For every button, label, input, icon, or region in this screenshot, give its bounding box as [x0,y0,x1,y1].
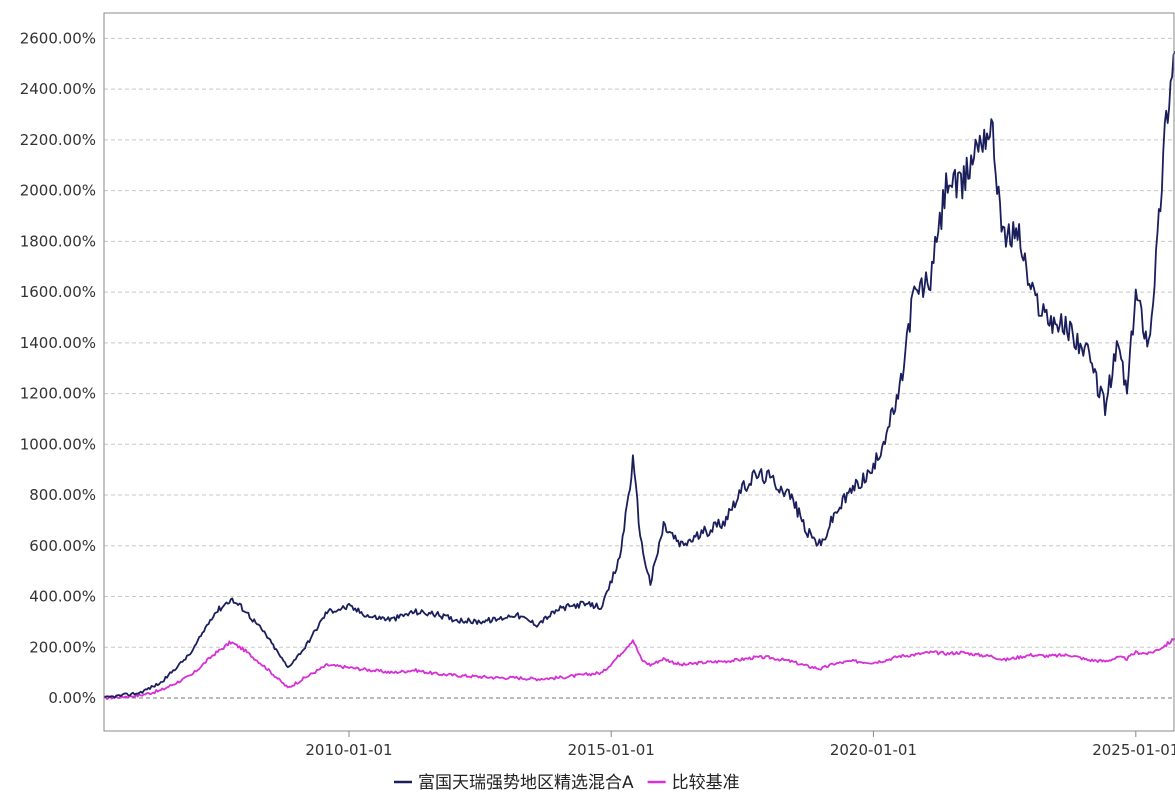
x-tick-label: 2025-01-01 [1092,741,1175,759]
y-tick-label: 1800.00% [20,232,96,250]
x-axis: 2010-01-01 2015-01-01 2020-01-01 2025-01-01 [305,731,1175,759]
series-lines [103,50,1175,700]
y-tick-label: 1000.00% [20,435,96,453]
plot-frame [103,12,1175,732]
y-tick-label: 200.00% [29,638,96,656]
y-tick-label: 0.00% [48,689,96,707]
y-tick-label: 1400.00% [20,334,96,352]
series-line [103,637,1175,700]
x-tick-label: 2015-01-01 [568,741,655,759]
y-tick-label: 1600.00% [20,283,96,301]
y-tick-label: 800.00% [29,486,96,504]
y-tick-label: 2400.00% [20,80,96,98]
legend-label: 富国天瑞强势地区精选混合A [418,773,634,793]
legend-label: 比较基准 [672,773,740,793]
y-tick-label: 2200.00% [20,131,96,149]
x-tick-label: 2020-01-01 [830,741,917,759]
series-line [104,50,1175,699]
x-tick-label: 2010-01-01 [305,741,392,759]
y-tick-label: 400.00% [29,588,96,606]
y-tick-label: 2000.00% [20,182,96,200]
legend: 富国天瑞强势地区精选混合A 比较基准 [394,773,740,793]
y-tick-label: 1200.00% [20,385,96,403]
y-tick-label: 600.00% [29,537,96,555]
y-tick-label: 2600.00% [20,29,96,47]
y-axis: 0.00% 200.00% 400.00% 600.00% 800.00% 1000.00… [20,29,96,707]
gridlines [104,37,1175,699]
